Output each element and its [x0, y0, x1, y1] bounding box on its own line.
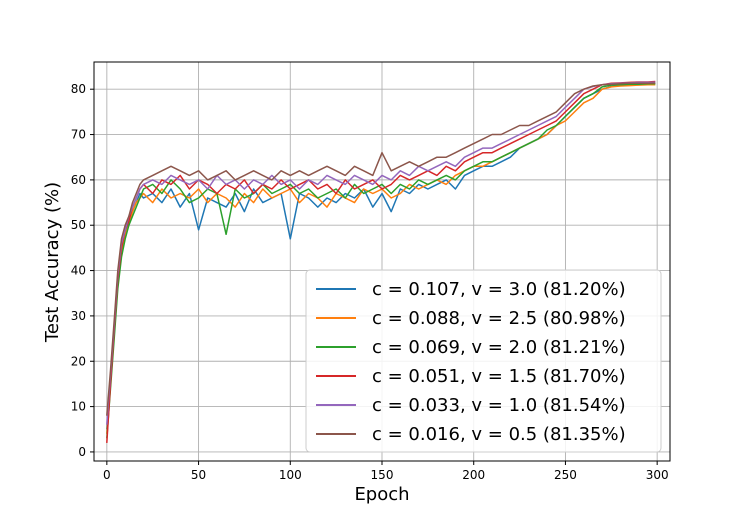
x-axis-label: Epoch — [354, 484, 409, 505]
legend-label-2: c = 0.088, v = 2.5 (80.98%) — [372, 308, 626, 329]
y-tick-label: 40 — [71, 264, 86, 278]
y-axis-label: Test Accuracy (%) — [42, 182, 63, 343]
series-lines — [106, 80, 656, 443]
x-tick-label: 150 — [371, 468, 394, 482]
x-tick-label: 100 — [279, 468, 302, 482]
y-tick-label: 80 — [71, 82, 86, 96]
series-line-4 — [106, 80, 656, 443]
y-tick-label: 50 — [71, 218, 86, 232]
x-tick-label: 0 — [103, 468, 111, 482]
y-tick-label: 10 — [71, 400, 86, 414]
y-tick-label: 20 — [71, 354, 86, 368]
legend-label-5: c = 0.033, v = 1.0 (81.54%) — [372, 395, 626, 416]
legend: c = 0.107, v = 3.0 (81.20%) c = 0.088, v … — [305, 269, 662, 453]
axis-ticks: 0 50 100 150 200 250 300 0 10 20 30 40 50 60 70 80 — [71, 82, 669, 482]
legend-label-1: c = 0.107, v = 3.0 (81.20%) — [372, 279, 626, 300]
x-tick-label: 200 — [462, 468, 485, 482]
legend-label-3: c = 0.069, v = 2.0 (81.21%) — [372, 337, 626, 358]
legend-frame — [305, 269, 662, 453]
y-tick-label: 60 — [71, 173, 86, 187]
legend-label-4: c = 0.051, v = 1.5 (81.70%) — [372, 366, 626, 387]
x-tick-label: 300 — [646, 468, 669, 482]
y-tick-label: 0 — [78, 445, 86, 459]
x-tick-label: 250 — [554, 468, 577, 482]
series-line-6 — [106, 82, 656, 416]
y-tick-label: 30 — [71, 309, 86, 323]
x-tick-label: 50 — [191, 468, 206, 482]
series-line-5 — [106, 81, 656, 425]
y-tick-label: 70 — [71, 128, 86, 142]
series-line-3 — [106, 82, 656, 439]
legend-label-6: c = 0.016, v = 0.5 (81.35%) — [372, 424, 626, 445]
